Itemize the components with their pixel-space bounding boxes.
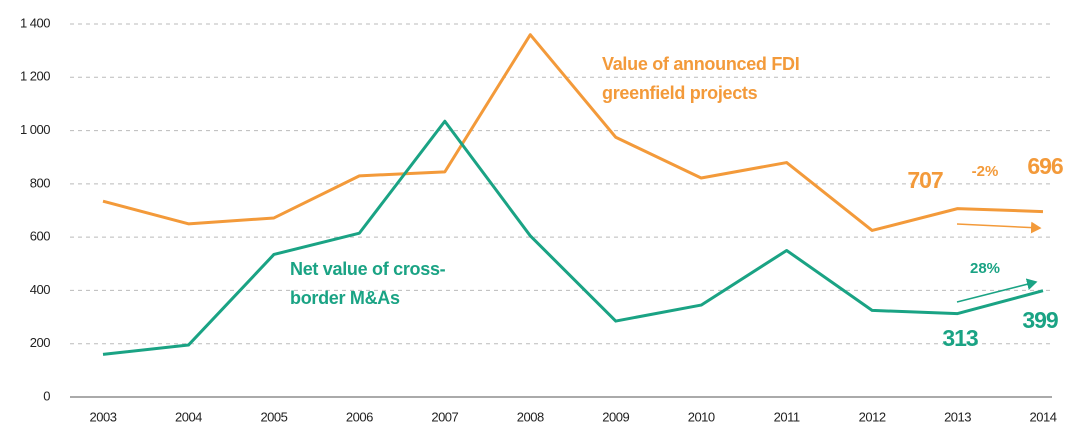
x-tick-label: 2006 <box>346 409 373 424</box>
x-tick-label: 2010 <box>688 409 715 424</box>
series-label: Value of announced FDI greenfield projec… <box>602 54 800 103</box>
x-tick-label: 2004 <box>175 409 202 424</box>
y-tick-label: 200 <box>30 335 50 350</box>
data-label: 696 <box>1027 153 1063 179</box>
x-tick-label: 2013 <box>944 409 971 424</box>
data-label: 313 <box>942 325 978 351</box>
arrow <box>956 221 1042 234</box>
series-label: Net value of cross-border M&As <box>290 259 446 308</box>
x-tick-label: 2014 <box>1030 409 1057 424</box>
x-tick-label: 2012 <box>859 409 886 424</box>
x-tick-label: 2011 <box>774 409 800 424</box>
annotation: -2% <box>972 163 999 180</box>
arrow <box>956 278 1038 303</box>
annotation: 28% <box>970 260 1000 277</box>
y-tick-label: 400 <box>30 282 50 297</box>
series-line <box>102 119 1044 356</box>
y-tick-label: 0 <box>43 388 50 403</box>
data-label: 399 <box>1022 307 1058 333</box>
x-tick-label: 2008 <box>517 409 544 424</box>
y-tick-label: 1 000 <box>20 122 50 137</box>
x-tick-label: 2003 <box>90 409 117 424</box>
x-tick-label: 2007 <box>431 409 458 424</box>
y-tick-label: 1 400 <box>20 15 50 30</box>
y-tick-label: 800 <box>30 175 50 190</box>
x-tick-label: 2009 <box>602 409 629 424</box>
data-label: 707 <box>907 167 943 193</box>
x-tick-label: 2005 <box>260 409 287 424</box>
y-tick-label: 1 200 <box>20 69 50 84</box>
y-tick-label: 600 <box>30 229 50 244</box>
series-line <box>102 33 1044 232</box>
